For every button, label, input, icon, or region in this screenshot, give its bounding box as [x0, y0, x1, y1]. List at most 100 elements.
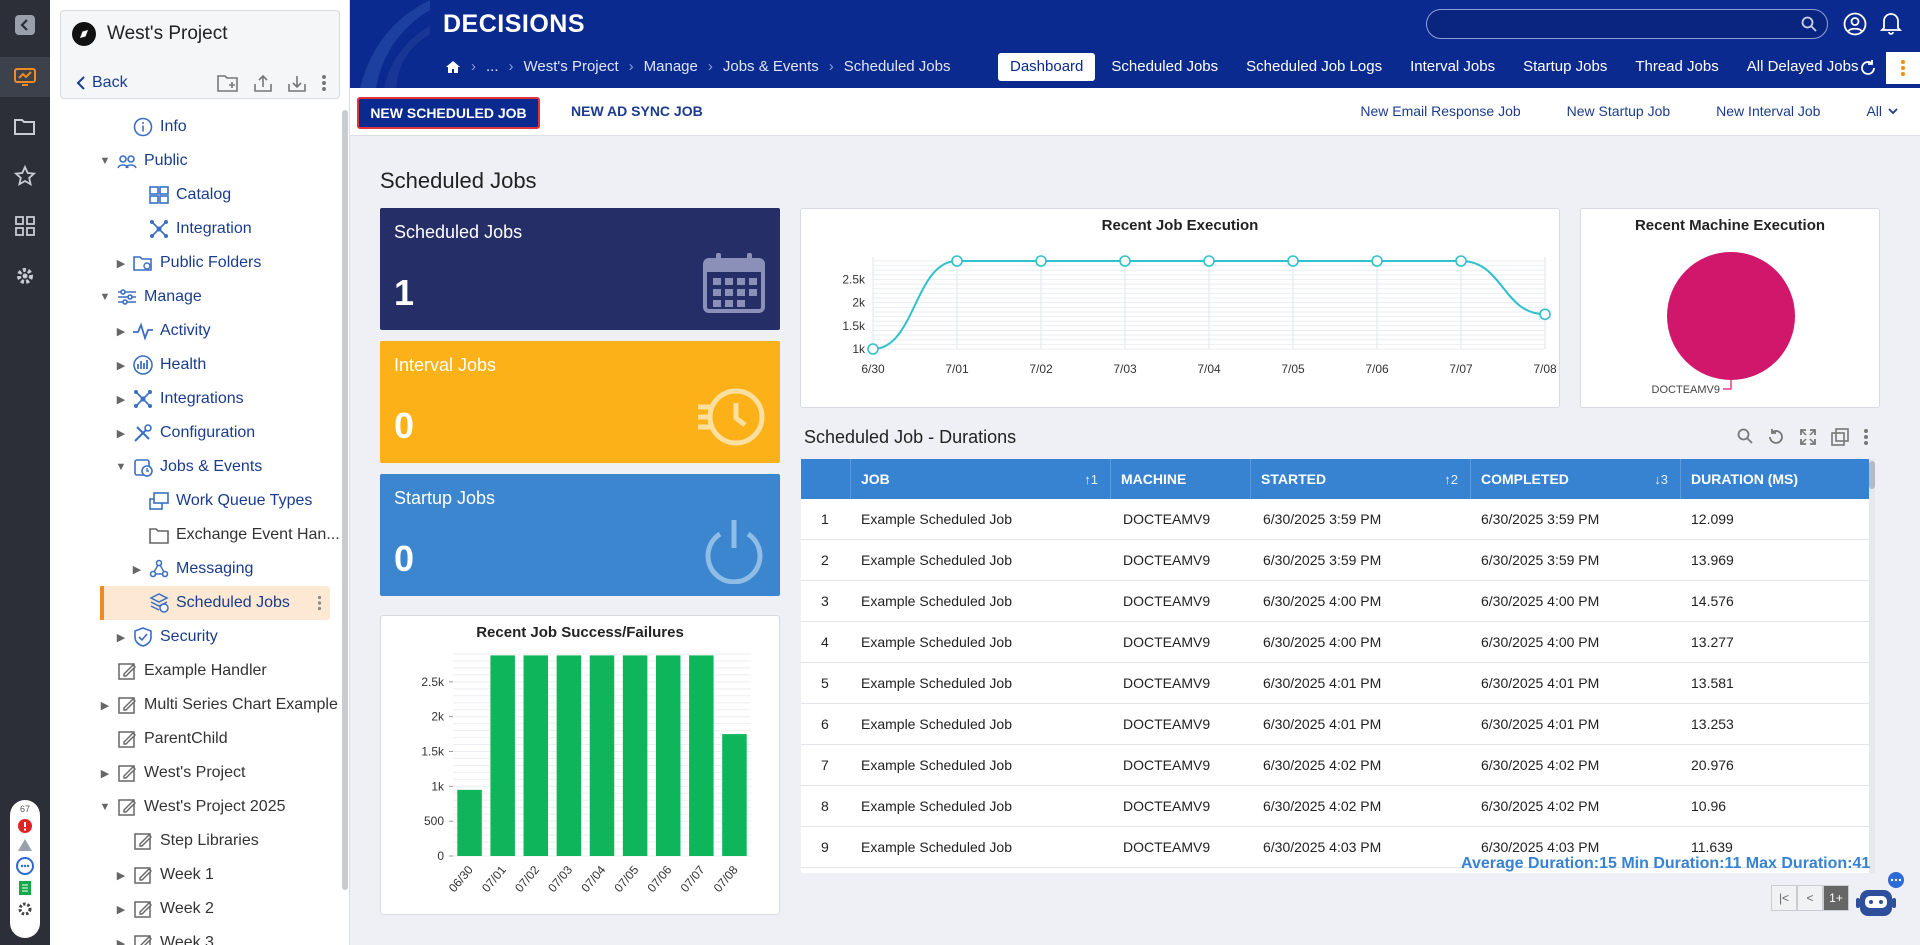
table-row[interactable]: 7 Example Scheduled Job DOCTEAMV9 6/30/2025… [801, 745, 1871, 786]
tree-item[interactable]: ▶ Messaging [50, 552, 342, 586]
tree-item[interactable]: ▶ Configuration [50, 416, 342, 450]
tree-item[interactable]: Catalog [50, 178, 342, 212]
dashboard-icon[interactable] [0, 57, 50, 97]
tree-item[interactable]: ▶ Week 1 [50, 858, 342, 892]
tree-item[interactable]: ▼ Jobs & Events [50, 450, 342, 484]
table-row[interactable]: 9 Example Scheduled Job DOCTEAMV9 6/30/2025… [801, 827, 1871, 868]
data-point[interactable] [951, 255, 963, 267]
bar[interactable] [523, 655, 549, 856]
bar[interactable] [589, 655, 615, 856]
bar[interactable] [722, 734, 747, 856]
refresh-icon[interactable] [1767, 428, 1785, 446]
tree-item[interactable]: Step Libraries [50, 824, 342, 858]
tab-startup-jobs[interactable]: Startup Jobs [1523, 58, 1608, 75]
column-header[interactable]: JOB ↑1 [851, 459, 1111, 499]
first-page-button[interactable]: |< [1771, 885, 1797, 911]
kpi-interval-jobs[interactable]: Interval Jobs 0 [380, 341, 780, 463]
breadcrumb-item[interactable]: West's Project [523, 58, 619, 75]
new-startup-job-link[interactable]: New Startup Job [1566, 103, 1671, 119]
search-input[interactable] [1439, 14, 1789, 34]
column-header[interactable]: DURATION (MS) [1681, 459, 1871, 499]
chat-icon[interactable] [16, 857, 34, 875]
bar[interactable] [490, 655, 515, 856]
table-row[interactable]: 2 Example Scheduled Job DOCTEAMV9 6/30/2025… [801, 540, 1871, 581]
back-link[interactable]: Back [76, 74, 128, 92]
error-icon[interactable] [18, 819, 32, 833]
breadcrumb-item[interactable]: Manage [643, 58, 698, 75]
caret-down-icon[interactable]: ▼ [99, 801, 111, 813]
tree-item[interactable]: ▶ Multi Series Chart Example [50, 688, 342, 722]
sort-indicator-icon[interactable]: ↑1 [1084, 471, 1098, 487]
upload-icon[interactable] [253, 73, 273, 93]
star-icon[interactable] [0, 156, 50, 196]
data-point[interactable] [867, 343, 879, 355]
caret-down-icon[interactable]: ▼ [115, 461, 127, 473]
more-menu-button[interactable] [1886, 52, 1920, 84]
tree-item[interactable]: Work Queue Types [50, 484, 342, 518]
data-point[interactable] [1455, 255, 1467, 267]
column-header[interactable]: STARTED ↑2 [1251, 459, 1471, 499]
popout-icon[interactable] [1831, 428, 1849, 446]
download-icon[interactable] [287, 73, 307, 93]
tree-item[interactable]: ▼ Manage [50, 280, 342, 314]
tree-item[interactable]: Info [50, 110, 342, 144]
apps-icon[interactable] [0, 206, 50, 246]
collapse-icon[interactable] [0, 6, 50, 44]
bar[interactable] [689, 655, 714, 856]
caret-right-icon[interactable]: ▶ [116, 393, 126, 406]
tree-item[interactable]: ParentChild [50, 722, 342, 756]
document-icon[interactable] [18, 880, 32, 896]
table-row[interactable]: 1 Example Scheduled Job DOCTEAMV9 6/30/2025… [801, 499, 1871, 540]
data-point[interactable] [1035, 255, 1047, 267]
refresh-icon[interactable] [1858, 58, 1878, 78]
sort-indicator-icon[interactable]: ↓3 [1654, 471, 1668, 487]
data-point[interactable] [1287, 255, 1299, 267]
caret-right-icon[interactable]: ▶ [100, 699, 110, 712]
tree-item[interactable]: Exchange Event Han... [50, 518, 342, 552]
caret-down-icon[interactable]: ▼ [99, 291, 111, 303]
table-row[interactable]: 3 Example Scheduled Job DOCTEAMV9 6/30/2025… [801, 581, 1871, 622]
caret-down-icon[interactable]: ▼ [99, 155, 111, 167]
tree-item[interactable]: ▶ Security [50, 620, 342, 654]
folder-icon[interactable] [0, 106, 50, 146]
caret-right-icon[interactable]: ▶ [116, 257, 126, 270]
tree-item[interactable]: Scheduled Jobs [100, 586, 330, 620]
tree-item[interactable]: ▶ Activity [50, 314, 342, 348]
tab-dashboard[interactable]: Dashboard [998, 53, 1096, 81]
search-icon[interactable] [1737, 428, 1753, 444]
new-scheduled-job-button[interactable]: NEW SCHEDULED JOB [357, 97, 540, 129]
tree-item[interactable]: ▼ Public [50, 144, 342, 178]
tree-item[interactable]: ▶ Week 2 [50, 892, 342, 926]
column-header[interactable]: MACHINE [1111, 459, 1251, 499]
column-header[interactable]: COMPLETED ↓3 [1471, 459, 1681, 499]
caret-right-icon[interactable]: ▶ [116, 937, 126, 945]
column-header[interactable] [801, 459, 851, 499]
warning-icon[interactable] [17, 838, 33, 852]
back-label[interactable]: Back [92, 74, 128, 91]
more-vertical-icon[interactable] [321, 73, 327, 93]
current-page[interactable]: 1+ [1823, 885, 1849, 911]
table-row[interactable]: 8 Example Scheduled Job DOCTEAMV9 6/30/2025… [801, 786, 1871, 827]
tab-thread-jobs[interactable]: Thread Jobs [1635, 58, 1719, 75]
caret-right-icon[interactable]: ▶ [132, 563, 142, 576]
prev-page-button[interactable]: < [1797, 885, 1823, 911]
caret-right-icon[interactable]: ▶ [116, 359, 126, 372]
breadcrumb-item[interactable]: ... [486, 58, 499, 75]
data-point[interactable] [1371, 255, 1383, 267]
new-email-response-job-link[interactable]: New Email Response Job [1360, 103, 1521, 119]
bar[interactable] [655, 655, 681, 856]
tree-item[interactable]: ▶ Week 3 [50, 926, 342, 945]
tree-item[interactable]: ▶ West's Project [50, 756, 342, 790]
search-icon[interactable] [1801, 16, 1817, 32]
tree-item[interactable]: Integration [50, 212, 342, 246]
kpi-scheduled-jobs[interactable]: Scheduled Jobs 1 [380, 208, 780, 330]
all-dropdown[interactable]: All [1866, 103, 1898, 119]
tree-item[interactable]: Example Handler [50, 654, 342, 688]
table-row[interactable]: 5 Example Scheduled Job DOCTEAMV9 6/30/2025… [801, 663, 1871, 704]
tab-scheduled-jobs[interactable]: Scheduled Jobs [1111, 58, 1219, 75]
table-row[interactable]: 6 Example Scheduled Job DOCTEAMV9 6/30/2025… [801, 704, 1871, 745]
tree-item[interactable]: ▶ Health [50, 348, 342, 382]
tree-item[interactable]: ▶ Public Folders [50, 246, 342, 280]
caret-right-icon[interactable]: ▶ [100, 767, 110, 780]
expand-icon[interactable] [1799, 428, 1817, 446]
